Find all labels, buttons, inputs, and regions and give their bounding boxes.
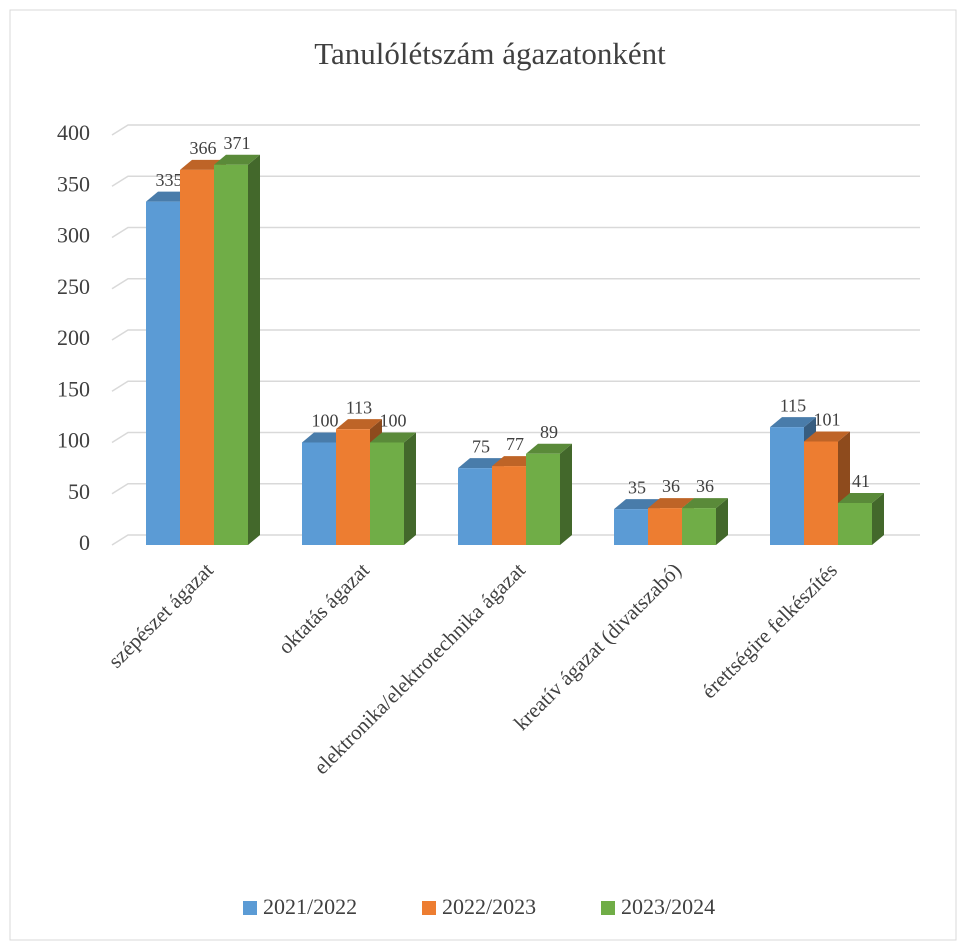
bar-top [770,417,816,428]
value-label: 35 [628,477,646,497]
bar-top [370,432,416,443]
grid-line [111,124,920,136]
bar-front [214,164,248,545]
bar-front [614,509,648,545]
value-label: 41 [852,471,870,491]
value-label: 335 [156,170,183,190]
value-label: 101 [814,410,841,430]
value-label: 36 [662,476,680,496]
grid-line [111,278,920,290]
value-label: 75 [472,436,490,456]
value-label: 366 [190,138,217,158]
bar-front [458,468,492,545]
bar-front [146,201,180,545]
bar-top [648,498,694,509]
bar-front [180,169,214,545]
bar-front [770,427,804,545]
bar-top [458,458,504,469]
bar-top [526,443,572,454]
y-tick-label: 50 [68,479,90,504]
bar [682,498,728,545]
value-label: 100 [312,411,339,431]
grid-line [111,329,920,341]
y-tick-label: 400 [57,120,90,145]
bar-top [804,431,850,442]
bar-front [648,508,682,545]
bar [526,443,572,545]
value-label: 113 [346,397,372,417]
value-label: 77 [506,434,524,454]
bar-top [614,499,660,510]
grid-line [111,380,920,392]
y-tick-label: 350 [57,171,90,196]
grid-line [111,175,920,187]
chart-title: Tanulólétszám ágazatonként [314,36,666,71]
value-label: 100 [380,411,407,431]
bar-side [248,154,260,545]
bar-top [214,154,260,165]
legend-label: 2022/2023 [442,894,536,919]
bar-side [560,443,572,545]
bar [838,492,884,545]
y-tick-label: 300 [57,223,90,248]
bar-front [336,429,370,545]
y-tick-label: 150 [57,376,90,401]
y-tick-label: 100 [57,428,90,453]
bar-top [838,492,884,503]
y-tick-label: 250 [57,274,90,299]
grid-line [111,431,920,444]
bar [370,432,416,545]
legend-swatch [422,901,436,915]
value-label: 115 [780,395,806,415]
value-label: 371 [224,133,251,153]
bar-front [492,466,526,545]
y-tick-label: 200 [57,325,90,350]
value-label: 36 [696,476,714,496]
legend-swatch [243,901,257,915]
bar-side [872,492,884,545]
legend-label: 2023/2024 [621,894,715,919]
bar-side [404,432,416,545]
bar-side [716,498,728,545]
bar-front [838,502,872,545]
bar-top [336,419,382,430]
y-tick-label: 0 [79,530,90,555]
bar-front [682,508,716,545]
value-label: 89 [540,422,558,442]
bar-front [302,442,336,545]
legend-swatch [601,901,615,915]
bar-top [682,498,728,509]
grid-line [111,226,920,239]
bar [214,154,260,545]
bar-front [526,453,560,545]
bar-front [804,441,838,545]
legend-label: 2021/2022 [263,894,357,919]
grid-line [111,483,920,495]
bar-front [370,442,404,545]
